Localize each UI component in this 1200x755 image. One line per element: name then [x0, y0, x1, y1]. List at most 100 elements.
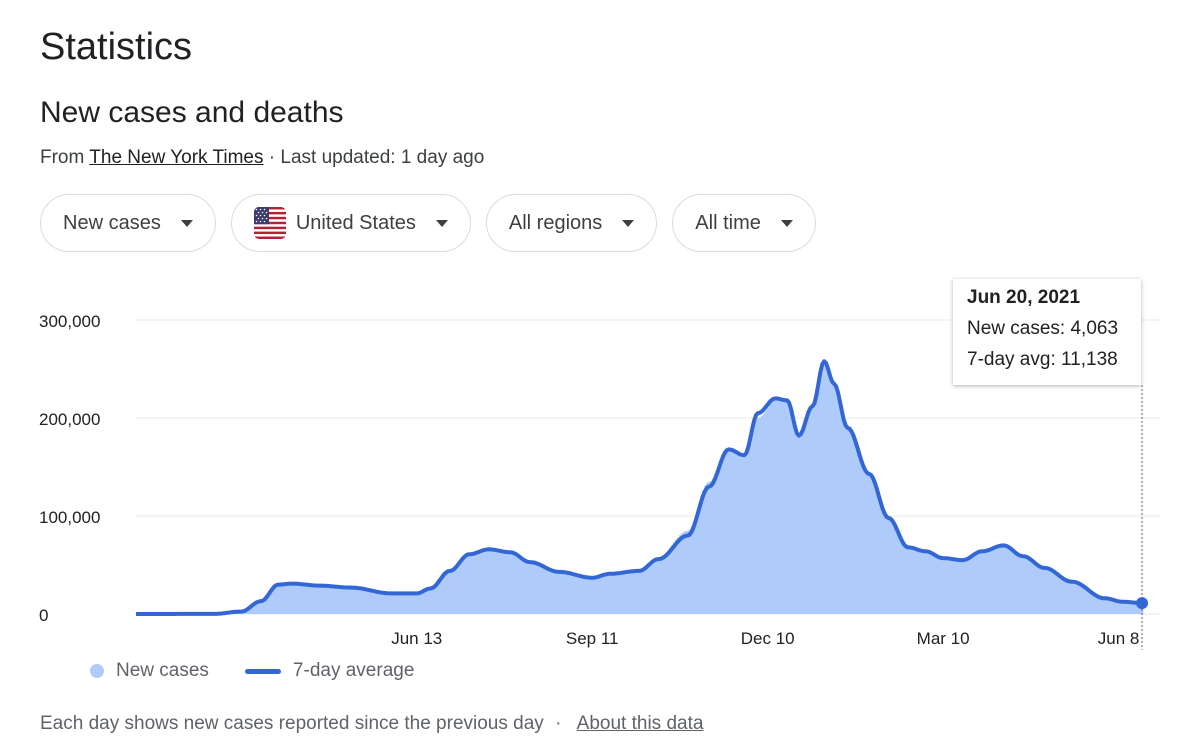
- caret-down-icon: [780, 219, 793, 227]
- bar: [799, 436, 803, 614]
- bar: [881, 506, 885, 614]
- bar: [712, 478, 715, 614]
- y-tick-label: 100,000: [39, 508, 100, 527]
- bar: [271, 587, 274, 614]
- bar: [790, 408, 793, 614]
- bar: [741, 456, 744, 614]
- bar: [452, 567, 456, 614]
- bar: [312, 584, 315, 614]
- bar: [577, 575, 580, 614]
- bar: [320, 584, 323, 614]
- bar: [831, 381, 834, 614]
- bar: [259, 599, 263, 614]
- bar: [649, 561, 653, 614]
- bar: [253, 601, 257, 614]
- bar: [832, 383, 836, 614]
- bar: [739, 455, 742, 614]
- bar: [427, 586, 430, 614]
- bar: [390, 593, 393, 614]
- bar: [905, 544, 908, 614]
- bar: [723, 450, 727, 614]
- bar: [1096, 595, 1099, 614]
- bar: [445, 570, 448, 614]
- bar: [314, 584, 317, 614]
- bar: [255, 600, 259, 614]
- bar: [595, 576, 598, 614]
- bar: [844, 425, 848, 614]
- bar: [988, 548, 992, 614]
- bar: [912, 546, 916, 614]
- chart-tooltip: Jun 20, 2021 New cases: 4,063 7-day avg:…: [953, 279, 1141, 385]
- bar: [860, 459, 863, 614]
- bar: [544, 568, 547, 614]
- bar: [953, 558, 957, 614]
- about-data-link[interactable]: About this data: [576, 713, 704, 734]
- bar: [252, 603, 255, 614]
- bar: [587, 576, 590, 614]
- metric-label: New cases: [63, 211, 161, 234]
- bar: [450, 568, 454, 614]
- bar: [875, 487, 879, 614]
- bar: [813, 405, 816, 614]
- bar: [628, 571, 631, 614]
- bar: [485, 548, 489, 614]
- bar: [476, 551, 479, 614]
- x-tick-label: Mar 10: [917, 629, 970, 648]
- bar: [760, 415, 764, 614]
- bar: [1129, 601, 1132, 614]
- bar: [589, 576, 592, 614]
- metric-dropdown[interactable]: New cases: [40, 194, 216, 252]
- bar: [612, 572, 616, 614]
- bar: [852, 435, 855, 614]
- bar: [454, 565, 458, 614]
- bar: [700, 496, 703, 614]
- country-label: United States: [295, 211, 416, 234]
- bar: [357, 587, 360, 614]
- bar: [298, 583, 302, 614]
- bar: [599, 575, 602, 614]
- bar: [378, 592, 382, 614]
- bar: [659, 556, 662, 614]
- bar: [554, 572, 557, 614]
- bar: [864, 468, 867, 614]
- bar: [546, 569, 549, 614]
- bar: [304, 583, 307, 614]
- cases-chart[interactable]: 0 100,000 200,000 300,000 Jun 13 Sep 11 Dec 10…: [0, 270, 1200, 655]
- bar: [333, 585, 337, 614]
- source-link[interactable]: The New York Times: [89, 147, 264, 168]
- bar: [829, 375, 832, 614]
- source-line: From The New York Times · Last updated: …: [40, 147, 484, 169]
- bar: [751, 433, 754, 614]
- bar: [489, 548, 493, 614]
- bar: [971, 554, 974, 614]
- bar: [1113, 599, 1117, 614]
- bar: [600, 574, 604, 614]
- bar: [425, 587, 428, 614]
- bar: [887, 516, 890, 614]
- bar: [273, 585, 276, 614]
- bar: [636, 570, 639, 614]
- bar: [347, 586, 350, 614]
- bar: [1103, 597, 1107, 614]
- bar: [725, 448, 729, 614]
- bar: [328, 585, 331, 614]
- bar: [363, 588, 366, 614]
- region-dropdown[interactable]: All regions: [485, 194, 658, 252]
- bar: [957, 558, 961, 614]
- bar: [292, 582, 296, 614]
- bar: [994, 546, 998, 614]
- bar: [472, 552, 475, 614]
- bar: [380, 592, 384, 614]
- bar: [975, 552, 978, 614]
- timeframe-label: All time: [695, 211, 761, 234]
- bar: [417, 593, 421, 614]
- bar: [1111, 598, 1115, 614]
- last-updated: Last updated: 1 day ago: [280, 147, 485, 168]
- bar: [688, 529, 692, 614]
- bar: [981, 550, 984, 614]
- timeframe-dropdown[interactable]: All time: [672, 194, 816, 252]
- bar: [275, 584, 278, 614]
- bar: [638, 570, 641, 614]
- bar: [1024, 555, 1027, 614]
- country-dropdown[interactable]: United States: [230, 194, 471, 252]
